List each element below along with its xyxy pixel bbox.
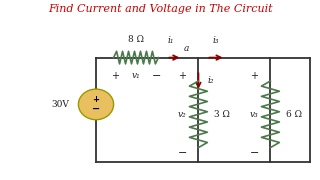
Text: +: + <box>111 71 119 81</box>
Text: +: + <box>92 95 100 104</box>
Text: i₁: i₁ <box>168 36 174 45</box>
Text: −: − <box>92 103 100 113</box>
Text: +: + <box>250 71 259 81</box>
Text: i₃: i₃ <box>213 36 219 45</box>
Text: 30V: 30V <box>51 100 69 109</box>
Text: 3 Ω: 3 Ω <box>214 110 230 119</box>
Text: −: − <box>152 71 162 81</box>
Text: v₂: v₂ <box>178 110 187 119</box>
Text: i₂: i₂ <box>208 76 214 86</box>
Text: a: a <box>184 44 189 53</box>
Text: 8 Ω: 8 Ω <box>128 35 144 44</box>
Text: v₃: v₃ <box>250 110 259 119</box>
Ellipse shape <box>78 89 114 120</box>
Text: 6 Ω: 6 Ω <box>286 110 302 119</box>
Text: Find Current and Voltage in The Circuit: Find Current and Voltage in The Circuit <box>48 4 272 15</box>
Text: −: − <box>178 148 187 158</box>
Text: +: + <box>179 71 186 81</box>
Text: −: − <box>250 148 259 158</box>
Text: v₁: v₁ <box>132 71 140 80</box>
